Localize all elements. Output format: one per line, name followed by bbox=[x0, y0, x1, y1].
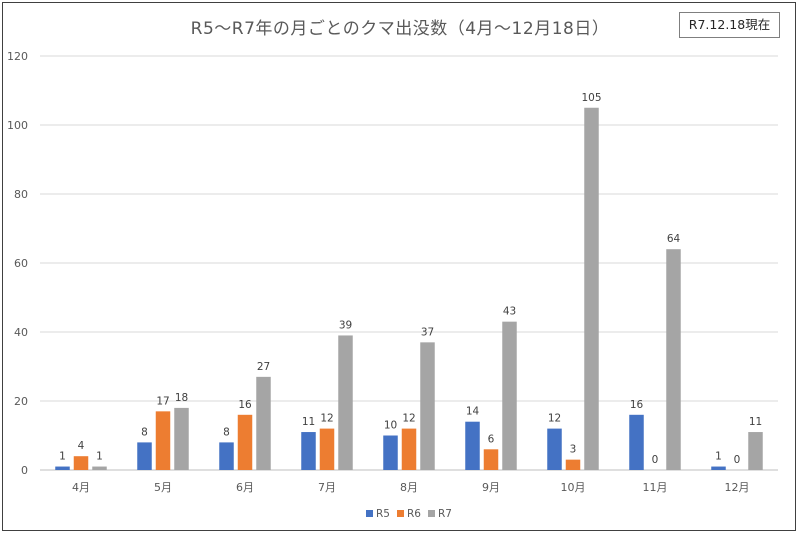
bar-R7-4 bbox=[420, 342, 435, 470]
data-label-R5-4: 10 bbox=[384, 420, 397, 432]
bar-R7-6 bbox=[584, 107, 599, 470]
bar-R6-0 bbox=[73, 456, 89, 470]
bar-R7-7 bbox=[666, 249, 681, 470]
y-tick-label-40: 40 bbox=[14, 326, 28, 339]
bar-R5-6 bbox=[547, 428, 562, 470]
date-badge: R7.12.18現在 bbox=[679, 12, 780, 38]
data-label-R5-2: 8 bbox=[223, 426, 230, 438]
data-label-R6-8: 0 bbox=[734, 454, 741, 466]
data-label-R6-1: 17 bbox=[156, 395, 169, 407]
bar-R5-0 bbox=[55, 466, 70, 470]
bar-R5-2 bbox=[219, 442, 234, 470]
data-label-R7-8: 11 bbox=[749, 416, 762, 428]
x-tick-label-0: 4月 bbox=[72, 481, 90, 494]
bar-R6-1 bbox=[155, 411, 171, 470]
x-tick-label-3: 7月 bbox=[318, 481, 336, 494]
data-label-R5-6: 12 bbox=[548, 413, 561, 425]
data-label-R5-1: 8 bbox=[141, 426, 148, 438]
data-label-R7-1: 18 bbox=[175, 392, 188, 404]
x-tick-label-4: 8月 bbox=[400, 481, 418, 494]
data-label-R7-6: 105 bbox=[581, 92, 601, 104]
legend-swatch-R7 bbox=[428, 510, 435, 517]
x-tick-label-5: 9月 bbox=[482, 481, 500, 494]
data-label-R5-5: 14 bbox=[466, 406, 480, 418]
bar-R5-7 bbox=[629, 414, 644, 470]
bars bbox=[55, 107, 763, 470]
y-tick-label-80: 80 bbox=[14, 188, 28, 201]
data-label-R7-7: 64 bbox=[667, 233, 681, 245]
data-label-R5-0: 1 bbox=[59, 451, 66, 463]
chart-title: R5～R7年の月ごとのクマ出没数（4月～12月18日） bbox=[190, 19, 610, 39]
bar-R7-3 bbox=[338, 335, 353, 470]
legend-swatch-R5 bbox=[366, 510, 373, 517]
y-tick-label-0: 0 bbox=[21, 464, 28, 477]
y-tick-label-100: 100 bbox=[7, 119, 28, 132]
data-label-R7-5: 43 bbox=[503, 306, 516, 318]
data-label-R5-7: 16 bbox=[630, 399, 644, 411]
data-label-R7-4: 37 bbox=[421, 326, 434, 338]
bar-R7-2 bbox=[256, 376, 271, 470]
data-label-R6-3: 12 bbox=[320, 413, 333, 425]
x-axis-ticks: 4月 5月 6月 7月 8月 9月 10月 11月 12月 bbox=[72, 481, 750, 494]
bar-R6-5 bbox=[483, 449, 499, 470]
data-label-R7-3: 39 bbox=[339, 319, 352, 331]
y-tick-label-60: 60 bbox=[14, 257, 28, 270]
bar-R7-1 bbox=[174, 407, 189, 470]
bar-R6-4 bbox=[401, 428, 417, 470]
data-label-R5-8: 1 bbox=[715, 451, 722, 463]
bar-R5-8 bbox=[711, 466, 726, 470]
data-label-R5-3: 11 bbox=[302, 416, 315, 428]
legend-swatch-R6 bbox=[397, 510, 404, 517]
x-tick-label-2: 6月 bbox=[236, 481, 254, 494]
data-label-R6-0: 4 bbox=[78, 440, 85, 452]
bar-R6-6 bbox=[565, 459, 581, 470]
data-label-R6-2: 16 bbox=[238, 399, 252, 411]
data-label-R6-4: 12 bbox=[402, 413, 415, 425]
bar-R7-5 bbox=[502, 321, 517, 470]
data-label-R7-2: 27 bbox=[257, 361, 270, 373]
bar-R5-3 bbox=[301, 432, 316, 470]
x-tick-label-6: 10月 bbox=[561, 481, 586, 494]
legend: R5 R6 R7 bbox=[366, 508, 452, 520]
y-tick-label-20: 20 bbox=[14, 395, 28, 408]
legend-label-R6: R6 bbox=[407, 508, 421, 520]
y-tick-label-120: 120 bbox=[7, 50, 28, 63]
x-tick-label-7: 11月 bbox=[643, 481, 668, 494]
data-label-R7-0: 1 bbox=[96, 451, 103, 463]
legend-label-R7: R7 bbox=[438, 508, 452, 520]
bar-R7-0 bbox=[92, 466, 107, 470]
data-label-R6-6: 3 bbox=[570, 444, 577, 456]
data-label-R6-5: 6 bbox=[488, 433, 495, 445]
x-tick-label-1: 5月 bbox=[154, 481, 172, 494]
data-label-R6-7: 0 bbox=[652, 454, 659, 466]
bar-R7-8 bbox=[748, 432, 763, 470]
y-axis-ticks: 0 20 40 60 80 100 120 bbox=[7, 50, 28, 477]
bar-R5-1 bbox=[137, 442, 152, 470]
legend-label-R5: R5 bbox=[376, 508, 390, 520]
bar-R6-3 bbox=[319, 428, 335, 470]
x-tick-label-8: 12月 bbox=[725, 481, 750, 494]
bar-R5-4 bbox=[383, 435, 398, 470]
bar-R5-5 bbox=[465, 421, 480, 470]
bar-R6-2 bbox=[237, 414, 253, 470]
